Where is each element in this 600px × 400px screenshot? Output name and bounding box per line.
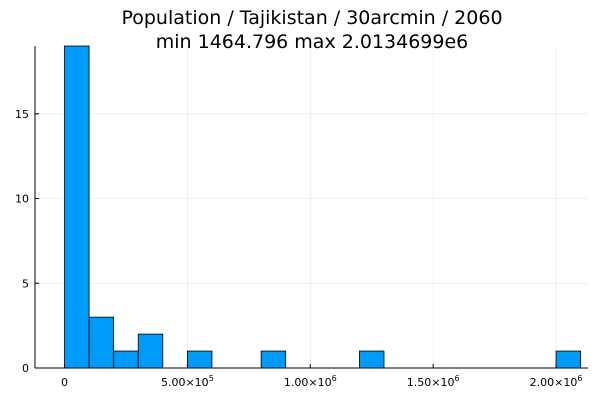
y-tick-label: 15: [15, 108, 29, 121]
histogram-bar: [260, 350, 287, 369]
x-tick-label: 2.00×106: [530, 374, 583, 389]
histogram-bar: [359, 350, 385, 369]
x-tick-label: 1.50×106: [407, 374, 460, 389]
histogram-bar: [555, 350, 582, 369]
chart-subtitle: min 1464.796 max 2.0134699e6: [156, 31, 469, 53]
x-axis-ticks: 0 5.00×105 1.00×106 1.50×106 2.00×106: [61, 364, 582, 389]
x-tick-label: 1.00×106: [284, 374, 337, 389]
grid: [35, 46, 588, 369]
y-tick-label: 0: [22, 362, 29, 375]
histogram-bar: [113, 350, 139, 369]
histogram-bar: [186, 350, 213, 369]
x-tick-label: 0: [61, 376, 68, 389]
histogram-bars: [64, 45, 582, 369]
histogram-bar: [88, 316, 115, 369]
y-tick-label: 10: [15, 193, 29, 206]
axes: [34, 46, 588, 369]
x-tick-label: 5.00×105: [161, 374, 214, 389]
histogram-bar: [64, 45, 90, 369]
y-axis-ticks: 0 5 10 15: [15, 108, 39, 375]
y-tick-label: 5: [22, 277, 29, 290]
chart-title: Population / Tajikistan / 30arcmin / 206…: [121, 7, 502, 29]
histogram-bar: [137, 333, 164, 369]
